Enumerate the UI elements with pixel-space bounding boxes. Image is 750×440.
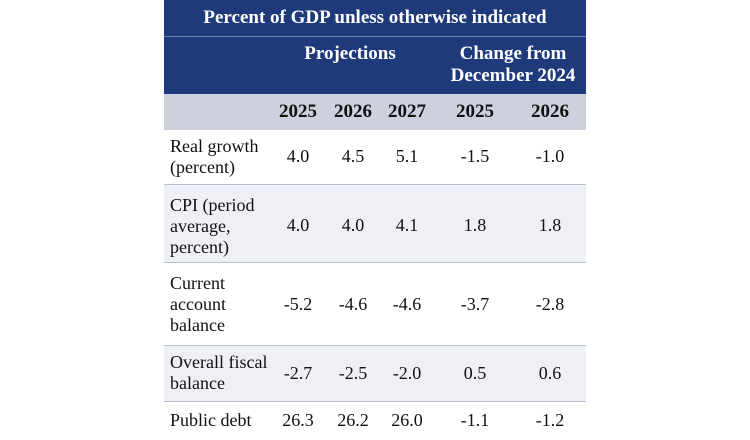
value-cell: 4.1 [395,215,419,235]
value-cell: 26.2 [337,410,369,430]
column-group-header: Projections Change from December 2024 [164,37,586,94]
row-label: Overall fiscal balance [170,352,272,394]
projections-table: Percent of GDP unless otherwise indicate… [164,0,586,440]
value-cell: -2.0 [392,363,422,383]
value-cell: -1.1 [460,410,490,430]
value-cell: 4.0 [286,146,310,166]
row-label-line: Public debt [170,410,252,430]
row-label-line: Real growth [170,136,259,156]
row-label-line: (percent) [170,157,235,177]
value-cell: 4.5 [341,146,365,166]
table-row-public-debt: Public debt 26.3 26.2 26.0 -1.1 -1.2 [164,402,586,440]
row-label-line: Current [170,273,225,293]
row-label-line: balance [170,315,225,335]
value-cell: -2.5 [338,363,368,383]
value-cell: 4.0 [286,215,310,235]
value-cell: -5.2 [283,294,313,314]
value-cell: -1.5 [460,146,490,166]
value-cell: -2.7 [283,363,313,383]
value-cell: 1.8 [463,215,487,235]
value-cell: -1.2 [535,410,565,430]
change-label-line2: December 2024 [450,65,576,86]
change-label-line1: Change from [459,43,567,64]
row-label-line: average, [170,216,231,236]
year-header-4: 2025 [456,101,494,122]
year-header-5: 2026 [531,101,569,122]
year-header-3: 2027 [388,101,426,122]
value-cell: 1.8 [538,215,562,235]
row-label-line: CPI (period [170,195,255,215]
value-cell: 0.5 [463,363,487,383]
year-header-2: 2026 [334,101,372,122]
row-label-line: percent) [170,237,229,257]
row-label: Current account balance [170,273,272,336]
table-row-real-growth: Real growth (percent) 4.0 4.5 5.1 -1.5 -… [164,130,586,185]
value-cell: 26.0 [391,410,423,430]
row-label: CPI (period average, percent) [170,195,272,258]
value-cell: 0.6 [538,363,562,383]
projections-label: Projections [304,43,396,64]
value-cell: -3.7 [460,294,490,314]
table-row-fiscal-balance: Overall fiscal balance -2.7 -2.5 -2.0 0.… [164,346,586,402]
table-row-current-account: Current account balance -5.2 -4.6 -4.6 -… [164,263,586,346]
value-cell: 26.3 [282,410,314,430]
row-label-line: balance [170,373,225,393]
table-banner: Percent of GDP unless otherwise indicate… [164,0,586,37]
year-header-row: 2025 2026 2027 2025 2026 [164,94,586,130]
value-cell: -2.8 [535,294,565,314]
value-cell: -1.0 [535,146,565,166]
table-row-cpi: CPI (period average, percent) 4.0 4.0 4.… [164,185,586,263]
year-header-1: 2025 [279,101,317,122]
row-label: Real growth (percent) [170,136,272,178]
change-label: Change from December 2024 [440,43,586,87]
row-label-line: account [170,294,226,314]
value-cell: -4.6 [338,294,368,314]
value-cell: 4.0 [341,215,365,235]
value-cell: 5.1 [395,146,419,166]
row-label: Public debt [170,410,272,431]
value-cell: -4.6 [392,294,422,314]
row-label-line: Overall fiscal [170,352,268,372]
